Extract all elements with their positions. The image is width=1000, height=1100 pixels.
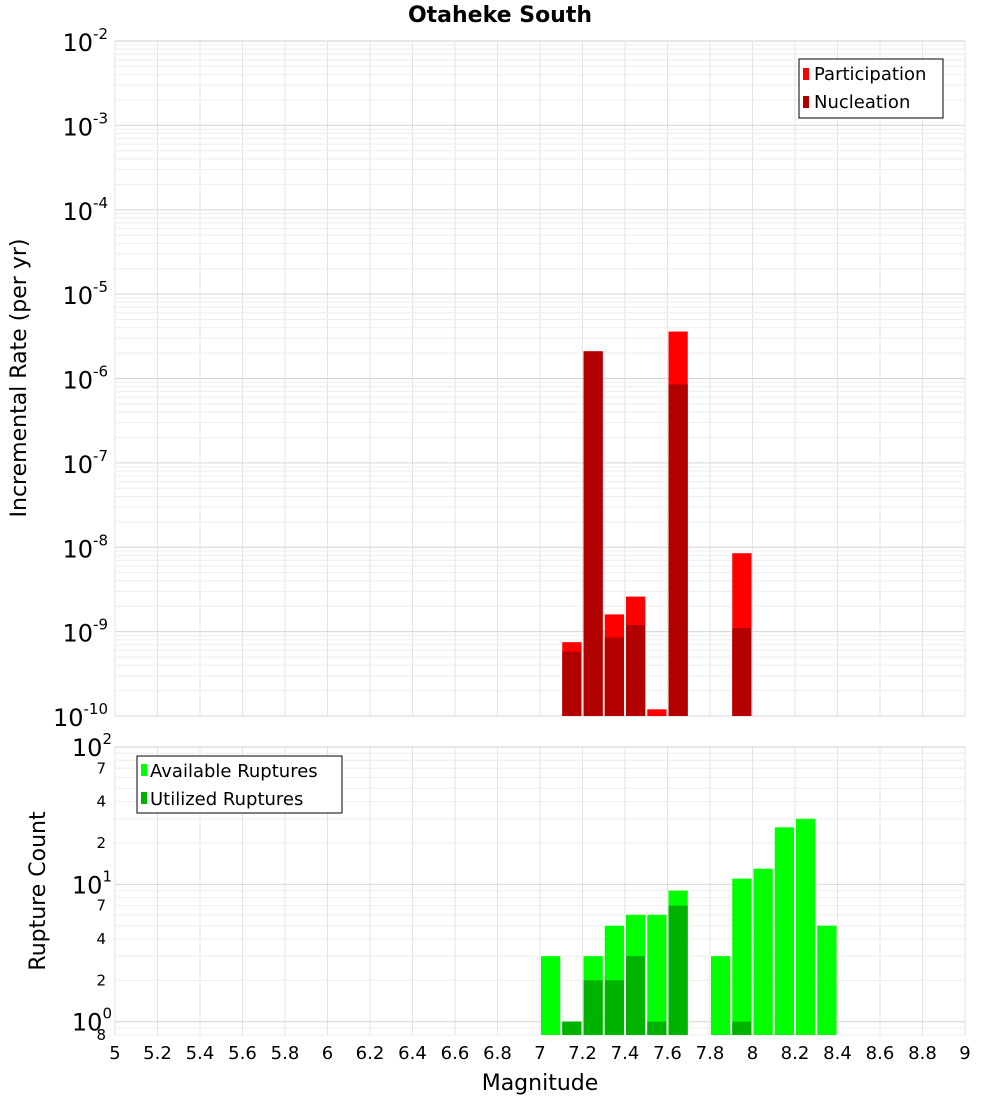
count-b-bar xyxy=(583,980,603,1035)
magnitude-x-tick-label: 5.8 xyxy=(271,1043,300,1064)
rate-y-tick-label: 10-6 xyxy=(62,363,108,395)
rate-y-tick-label: 10-10 xyxy=(53,700,108,732)
rate-legend: Participation Nucleation xyxy=(798,58,944,119)
count-y-minor-tick-label: 2 xyxy=(96,971,106,989)
count-a-bar xyxy=(753,868,773,1035)
magnitude-x-axis-label: Magnitude xyxy=(482,1071,599,1096)
rate-y-tick-label: 10-3 xyxy=(62,109,108,141)
magnitude-x-tick-label: 5 xyxy=(109,1043,120,1064)
count-y-tick-label: 102 xyxy=(72,730,112,762)
rate-y-axis-label: Incremental Rate (per yr) xyxy=(7,239,32,518)
count-legend: Available Ruptures Utilized Ruptures xyxy=(136,755,343,814)
rate-y-tick-label: 10-2 xyxy=(62,25,108,57)
magnitude-x-tick-label: 9 xyxy=(959,1043,970,1064)
magnitude-x-tick-label: 6.6 xyxy=(441,1043,470,1064)
magnitude-x-tick-label: 6 xyxy=(322,1043,333,1064)
participation-legend-swatch xyxy=(803,68,809,80)
count-a-bar xyxy=(774,827,794,1035)
participation-legend-label: Participation xyxy=(814,64,926,85)
rate-y-tick-label: 10-4 xyxy=(62,194,108,226)
count-y-ticks: 102 101 100 7 4 2 7 4 2 8 xyxy=(72,730,112,1044)
magnitude-x-tick-label: 7.4 xyxy=(611,1043,640,1064)
count-y-tick-label: 101 xyxy=(72,867,112,899)
count-b-bar xyxy=(647,1021,667,1035)
nucleation-legend-swatch xyxy=(803,96,809,108)
magnitude-x-tick-label: 8.4 xyxy=(823,1043,852,1064)
magnitude-x-tick-label: 5.2 xyxy=(143,1043,172,1064)
rate-y-tick-label: 10-7 xyxy=(62,447,108,479)
count-y-minor-tick-label: 7 xyxy=(96,759,106,777)
rate-gridlines xyxy=(114,41,966,717)
count-a-bar xyxy=(711,956,731,1035)
count-a-bar xyxy=(541,956,561,1035)
magnitude-x-tick-label: 8 xyxy=(747,1043,758,1064)
magnitude-x-tick-label: 8.2 xyxy=(781,1043,810,1064)
rate-bars xyxy=(562,331,752,716)
rate-b-bar xyxy=(583,351,603,716)
magnitude-x-tick-label: 6.8 xyxy=(483,1043,512,1064)
rate-b-bar xyxy=(562,651,582,716)
utilized-legend-swatch xyxy=(141,792,147,804)
count-y-tick-label: 100 xyxy=(72,1005,112,1037)
count-a-bar xyxy=(647,914,667,1035)
available-legend-label: Available Ruptures xyxy=(150,761,318,782)
magnitude-x-tick-label: 8.6 xyxy=(866,1043,895,1064)
utilized-legend-label: Utilized Ruptures xyxy=(150,789,303,810)
magnitude-x-tick-label: 6.4 xyxy=(398,1043,427,1064)
count-y-minor-tick-label: 7 xyxy=(96,897,106,915)
magnitude-x-tick-label: 6.2 xyxy=(356,1043,385,1064)
magnitude-x-ticks: 5 5.2 5.4 5.6 5.8 6 6.2 6.4 6.6 6.8 7 7.2 7.4 7.6 7.8 8… xyxy=(109,1043,970,1064)
count-bars xyxy=(541,818,837,1035)
rate-b-bar xyxy=(668,384,688,716)
count-a-bar xyxy=(732,878,752,1035)
count-b-bar xyxy=(562,1021,582,1035)
rate-y-tick-label: 10-9 xyxy=(62,616,108,648)
count-y-axis-label: Rupture Count xyxy=(26,811,51,971)
count-y-minor-tick-label: 4 xyxy=(96,793,106,811)
nucleation-legend-label: Nucleation xyxy=(814,92,910,113)
magnitude-x-tick-label: 7 xyxy=(534,1043,545,1064)
magnitude-x-tick-label: 7.6 xyxy=(653,1043,682,1064)
magnitude-x-tick-label: 7.8 xyxy=(696,1043,725,1064)
magnitude-x-tick-label: 8.8 xyxy=(908,1043,937,1064)
magnitude-x-tick-label: 5.6 xyxy=(228,1043,257,1064)
rate-b-bar xyxy=(604,637,624,716)
magnitude-x-tick-label: 7.2 xyxy=(568,1043,597,1064)
rate-y-ticks: 10-2 10-3 10-4 10-5 10-6 10-7 10-8 10-9 10-10 xyxy=(53,25,108,732)
magnitude-x-tick-label: 5.4 xyxy=(186,1043,215,1064)
chart-title: Otaheke South xyxy=(408,3,592,28)
rate-y-tick-label: 10-5 xyxy=(62,278,108,310)
count-a-bar xyxy=(817,925,837,1035)
rate-b-bar xyxy=(732,628,752,716)
rate-y-tick-label: 10-8 xyxy=(62,531,108,563)
count-y-minor-tick-label: 8 xyxy=(96,1026,106,1044)
count-b-bar xyxy=(668,905,688,1035)
count-panel: 102 101 100 7 4 2 7 4 2 8 Rupture Count Available… xyxy=(26,730,966,1044)
count-legend-box xyxy=(136,755,343,814)
rate-panel: 10-2 10-3 10-4 10-5 10-6 10-7 10-8 10-9 10-10 In… xyxy=(7,25,966,732)
count-a-bar xyxy=(796,818,816,1035)
count-b-bar xyxy=(604,980,624,1035)
count-y-minor-tick-label: 4 xyxy=(96,930,106,948)
count-y-minor-tick-label: 2 xyxy=(96,834,106,852)
rate-legend-box xyxy=(798,58,944,119)
available-legend-swatch xyxy=(141,764,147,776)
count-b-bar xyxy=(626,956,646,1035)
rate-a-bar xyxy=(647,709,667,716)
count-b-bar xyxy=(732,1021,752,1035)
rate-b-bar xyxy=(626,624,646,716)
